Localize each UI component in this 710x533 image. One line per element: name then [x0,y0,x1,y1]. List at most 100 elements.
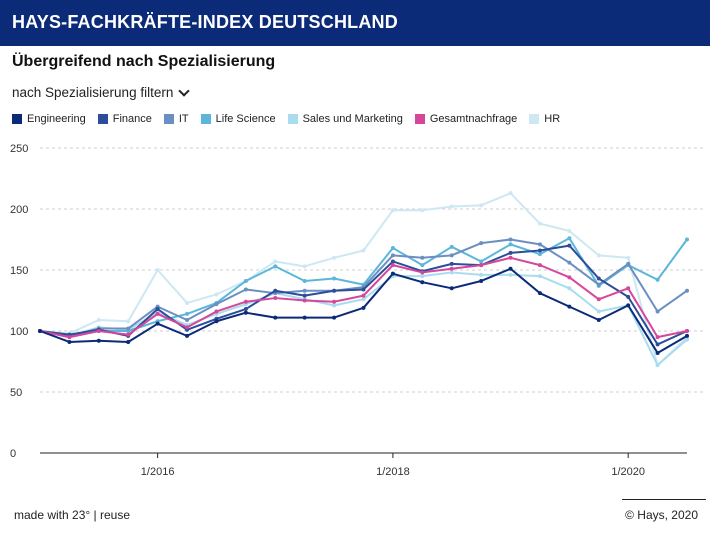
data-point-gesamtnachfrage[interactable] [302,298,307,303]
data-point-it[interactable] [420,255,425,260]
data-point-gesamtnachfrage[interactable] [273,296,278,301]
data-point-gesamtnachfrage[interactable] [185,325,190,330]
legend-item-finance[interactable]: Finance [97,113,152,125]
data-point-sales-und-marketing[interactable] [420,274,425,279]
data-point-engineering[interactable] [273,315,278,320]
data-point-finance[interactable] [273,288,278,293]
data-point-hr[interactable] [537,221,542,226]
data-point-engineering[interactable] [96,338,101,343]
data-point-hr[interactable] [302,264,307,269]
data-point-finance[interactable] [332,288,337,293]
data-point-life-science[interactable] [537,252,542,257]
data-point-life-science[interactable] [479,259,484,264]
reuse-link[interactable]: reuse [99,508,131,522]
data-point-sales-und-marketing[interactable] [596,309,601,314]
data-point-finance[interactable] [243,307,248,312]
legend-item-sales-und-marketing[interactable]: Sales und Marketing [287,113,403,125]
data-point-engineering[interactable] [537,291,542,296]
data-point-gesamtnachfrage[interactable] [508,255,513,260]
data-point-engineering[interactable] [361,305,366,310]
data-point-finance[interactable] [155,307,160,312]
data-point-life-science[interactable] [420,263,425,268]
data-point-finance[interactable] [390,259,395,264]
legend-item-it[interactable]: IT [163,113,189,125]
specialization-filter-dropdown[interactable]: nach Spezialisierung filtern [12,84,191,100]
legend-item-life-science[interactable]: Life Science [200,113,276,125]
data-point-hr[interactable] [390,208,395,213]
data-point-hr[interactable] [479,203,484,208]
data-point-life-science[interactable] [655,277,660,282]
data-point-gesamtnachfrage[interactable] [390,263,395,268]
data-point-it[interactable] [390,253,395,258]
data-point-hr[interactable] [185,300,190,305]
data-point-hr[interactable] [155,268,160,272]
data-point-gesamtnachfrage[interactable] [155,311,160,316]
data-point-it[interactable] [537,242,542,247]
data-point-engineering[interactable] [479,278,484,283]
data-point-it[interactable] [302,288,307,293]
data-point-gesamtnachfrage[interactable] [332,299,337,304]
data-point-gesamtnachfrage[interactable] [214,309,219,314]
data-point-hr[interactable] [508,191,513,196]
data-point-finance[interactable] [302,293,307,298]
data-point-engineering[interactable] [655,350,660,355]
data-point-it[interactable] [479,241,484,246]
data-point-engineering[interactable] [390,271,395,276]
data-point-hr[interactable] [420,208,425,213]
data-point-finance[interactable] [655,342,660,347]
data-point-gesamtnachfrage[interactable] [420,270,425,275]
data-point-life-science[interactable] [302,278,307,283]
data-point-engineering[interactable] [155,321,160,326]
data-point-life-science[interactable] [185,311,190,316]
data-point-sales-und-marketing[interactable] [537,274,542,279]
data-point-engineering[interactable] [126,339,131,344]
data-point-it[interactable] [596,282,601,287]
data-point-sales-und-marketing[interactable] [332,303,337,308]
data-point-engineering[interactable] [449,286,454,291]
data-point-it[interactable] [214,302,219,307]
data-point-engineering[interactable] [67,339,72,344]
data-point-life-science[interactable] [567,236,572,241]
data-point-sales-und-marketing[interactable] [508,272,513,277]
data-point-gesamtnachfrage[interactable] [126,332,131,337]
data-point-finance[interactable] [449,261,454,266]
data-point-life-science[interactable] [390,246,395,251]
data-point-hr[interactable] [214,292,219,297]
data-point-life-science[interactable] [508,242,513,247]
data-point-gesamtnachfrage[interactable] [685,329,689,333]
data-point-hr[interactable] [361,248,366,253]
data-point-engineering[interactable] [420,280,425,285]
data-point-gesamtnachfrage[interactable] [537,263,542,268]
data-point-hr[interactable] [332,255,337,260]
data-point-gesamtnachfrage[interactable] [596,297,601,302]
data-point-gesamtnachfrage[interactable] [567,275,572,280]
data-point-engineering[interactable] [626,303,631,308]
data-point-it[interactable] [508,237,513,242]
data-point-hr[interactable] [126,319,131,324]
series-gesamtnachfrage[interactable] [38,255,689,340]
series-engineering[interactable] [38,266,689,355]
data-point-gesamtnachfrage[interactable] [655,335,660,340]
data-point-sales-und-marketing[interactable] [685,337,689,342]
data-point-life-science[interactable] [332,276,337,281]
data-point-sales-und-marketing[interactable] [567,286,572,291]
legend-item-engineering[interactable]: Engineering [12,113,86,125]
data-point-sales-und-marketing[interactable] [449,270,454,275]
data-point-hr[interactable] [596,253,601,258]
data-point-engineering[interactable] [596,318,601,323]
data-point-gesamtnachfrage[interactable] [67,335,72,340]
data-point-gesamtnachfrage[interactable] [96,329,101,333]
data-point-engineering[interactable] [302,315,307,320]
data-point-gesamtnachfrage[interactable] [361,293,366,298]
data-point-it[interactable] [243,287,248,292]
data-point-engineering[interactable] [243,310,248,315]
data-point-finance[interactable] [508,250,513,255]
data-point-it[interactable] [626,261,631,266]
data-point-life-science[interactable] [243,278,248,283]
data-point-engineering[interactable] [185,333,190,338]
data-point-gesamtnachfrage[interactable] [479,263,484,268]
data-point-sales-und-marketing[interactable] [655,363,660,368]
data-point-it[interactable] [655,309,660,314]
data-point-sales-und-marketing[interactable] [479,272,484,277]
data-point-finance[interactable] [626,294,631,299]
